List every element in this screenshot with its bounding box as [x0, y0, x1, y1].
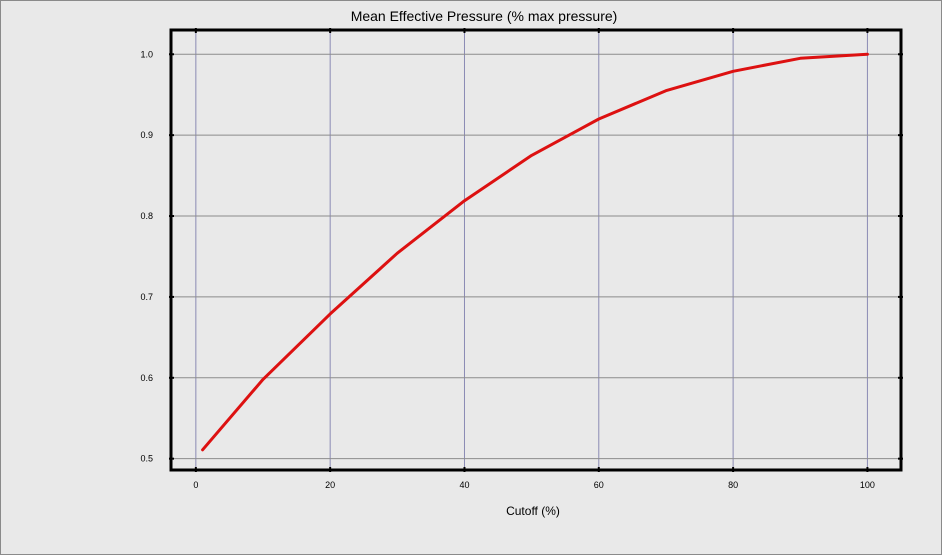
y-tick-label: 0.9	[140, 130, 153, 140]
y-tick-label: 0.8	[140, 211, 153, 221]
y-tick-label: 0.5	[140, 454, 153, 464]
y-tick-label: 0.6	[140, 373, 153, 383]
chart-title: Mean Effective Pressure (% max pressure)	[351, 8, 618, 24]
y-tick-label: 1.0	[140, 49, 153, 59]
grid	[171, 30, 901, 470]
y-tick-label: 0.7	[140, 292, 153, 302]
series-layer	[201, 52, 869, 452]
x-tick-label: 0	[193, 480, 198, 490]
plot-area	[171, 30, 901, 470]
x-tick-label: 100	[860, 480, 875, 490]
series-line	[201, 52, 869, 452]
plot-border	[169, 28, 903, 472]
x-tick-label: 60	[594, 480, 604, 490]
x-tick-label: 40	[459, 480, 469, 490]
x-tick-label: 80	[728, 480, 738, 490]
x-tick-label: 20	[325, 480, 335, 490]
x-axis-label: Cutoff (%)	[506, 504, 560, 518]
ticks: 0 20 40 60 80 100 0.5 0.6 0.7 0.8 0.9 1.0	[140, 28, 903, 490]
